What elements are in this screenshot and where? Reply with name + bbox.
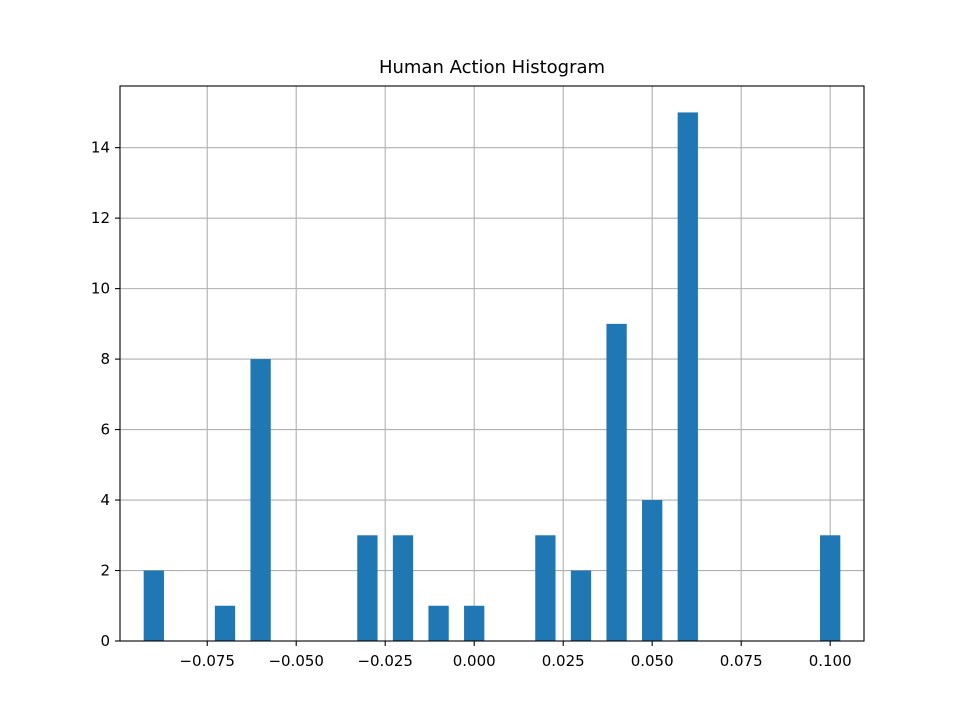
y-tick-label: 2 xyxy=(100,562,110,580)
histogram-bar xyxy=(464,605,485,641)
y-tick-label: 14 xyxy=(91,139,110,157)
plot-area-frame xyxy=(119,85,865,642)
x-tick-label: 0.025 xyxy=(542,652,585,670)
x-tick-label: 0.000 xyxy=(453,652,496,670)
x-tick-label: −0.050 xyxy=(268,652,324,670)
histogram-bar xyxy=(820,535,841,641)
y-tick-label: 8 xyxy=(100,350,110,368)
histogram-bar xyxy=(570,570,592,641)
histogram-bar xyxy=(214,605,236,641)
x-axis-ticks: −0.075 −0.050 −0.025 0.000 0.025 0.050 0.075 0.… xyxy=(179,641,852,670)
x-tick-label: −0.025 xyxy=(357,652,413,670)
grid-lines xyxy=(120,86,864,642)
y-tick-label: 6 xyxy=(100,421,110,439)
x-tick-label: 0.100 xyxy=(809,652,852,670)
histogram-bar xyxy=(428,605,449,641)
histogram-bar xyxy=(677,112,698,641)
x-tick-label: −0.075 xyxy=(179,652,235,670)
y-tick-label: 10 xyxy=(91,280,110,298)
y-axis-ticks: 0 2 4 6 8 10 12 14 xyxy=(91,139,120,650)
x-tick-label: 0.075 xyxy=(720,652,763,670)
x-tick-label: 0.050 xyxy=(631,652,674,670)
y-tick-label: 4 xyxy=(100,491,110,509)
histogram-bar xyxy=(357,535,378,641)
histogram-bar xyxy=(535,535,556,641)
histogram-bar xyxy=(250,359,271,641)
bars xyxy=(143,112,841,641)
y-tick-label: 0 xyxy=(100,632,110,650)
y-tick-label: 12 xyxy=(91,209,110,227)
histogram-bar xyxy=(606,323,627,641)
histogram-bar xyxy=(642,500,663,641)
histogram-bar xyxy=(143,570,164,641)
histogram-bar xyxy=(392,535,414,641)
chart-title: Human Action Histogram xyxy=(379,57,605,78)
